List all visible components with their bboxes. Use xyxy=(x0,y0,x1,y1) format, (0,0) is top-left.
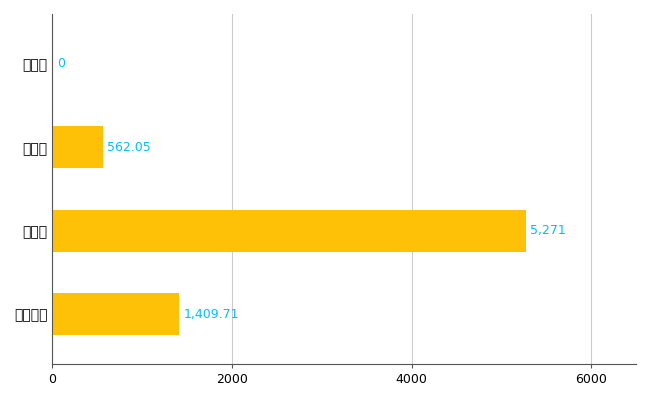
Text: 562.05: 562.05 xyxy=(107,141,151,154)
Text: 5,271: 5,271 xyxy=(530,224,566,237)
Bar xyxy=(52,126,103,168)
Text: 0: 0 xyxy=(57,58,65,70)
Bar xyxy=(52,293,179,335)
Text: 1,409.71: 1,409.71 xyxy=(183,308,239,320)
Bar xyxy=(52,210,526,252)
